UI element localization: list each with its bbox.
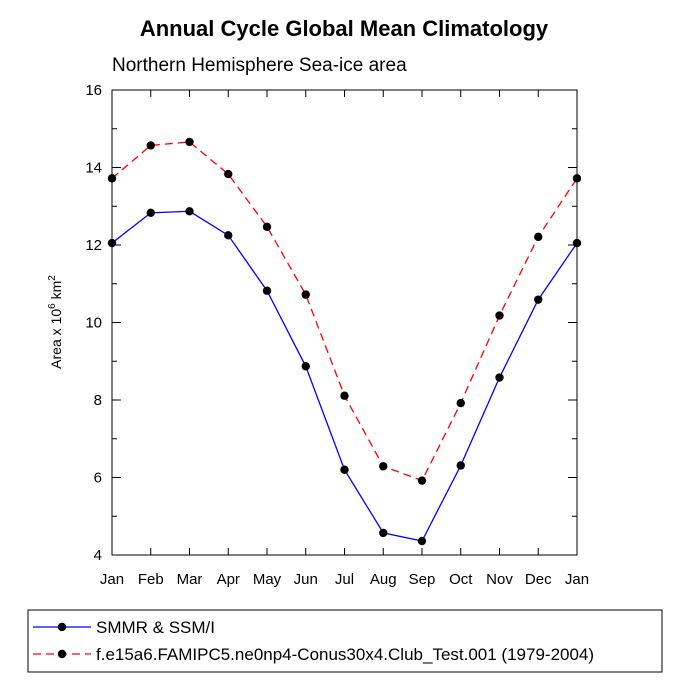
- y-tick-label: 10: [85, 315, 102, 332]
- x-tick-labels: Jan Feb Mar Apr May Jun Jul Aug Sep Oct Nov Dec Jan: [100, 571, 589, 588]
- series-0-point: [417, 536, 427, 546]
- series-line-0: [111, 210, 578, 542]
- series-0-point: [301, 362, 310, 371]
- series-0-point: [340, 465, 349, 474]
- axis-ticks: [111, 89, 578, 556]
- legend-label-0: SMMR & SSM/I: [96, 618, 215, 637]
- series-1-point: [417, 476, 427, 485]
- series-1-point: [340, 391, 349, 400]
- x-tick-label: Oct: [449, 571, 473, 588]
- chart-title: Annual Cycle Global Mean Climatology: [140, 16, 549, 41]
- series-1-point: [185, 137, 194, 147]
- series-0-point: [185, 207, 194, 216]
- x-tick-label: Apr: [217, 571, 240, 588]
- series-1-point: [456, 398, 465, 408]
- y-tick-label: 12: [85, 237, 102, 254]
- svg-text:Area x 106 km2: Area x 106 km2: [47, 275, 64, 369]
- series-0-point: [534, 295, 543, 304]
- y-tick-label: 6: [94, 470, 102, 487]
- series-0-point: [456, 461, 465, 470]
- y-axis-label-exp2: 2: [47, 275, 58, 281]
- series-1-point: [301, 290, 310, 299]
- legend-marker-1: [57, 649, 67, 659]
- series-1-point: [534, 232, 543, 242]
- series-0-point: [379, 528, 388, 538]
- series-layer: [107, 137, 582, 546]
- y-axis-label-mid: km: [48, 281, 64, 304]
- series-1-point: [224, 169, 233, 179]
- x-tick-label: Sep: [409, 571, 436, 588]
- x-tick-label: Dec: [525, 571, 552, 588]
- x-tick-label: Jan: [100, 571, 124, 588]
- y-tick-label: 4: [94, 547, 102, 564]
- series-0-point: [495, 373, 504, 382]
- x-tick-label: Jul: [335, 571, 354, 588]
- y-tick-labels: 4 6 8 10 12 14 16: [85, 82, 102, 564]
- x-tick-label: Feb: [138, 571, 164, 588]
- series-1-point: [262, 222, 272, 231]
- legend-box: [27, 609, 663, 673]
- x-tick-label: Jan: [565, 571, 589, 588]
- series-0-point: [146, 208, 155, 218]
- series-line-1: [111, 141, 578, 482]
- plot-frame: [111, 89, 578, 556]
- x-tick-label: Nov: [486, 571, 513, 588]
- series-1-point: [379, 462, 388, 471]
- y-axis-label: Area x 106 km2: [47, 275, 64, 369]
- legend: SMMR & SSM/I f.e15a6.FAMIPC5.ne0np4-Conus…: [27, 609, 663, 673]
- legend-label-1: f.e15a6.FAMIPC5.ne0np4-Conus30x4.Club_Te…: [96, 645, 594, 664]
- chart-subtitle: Northern Hemisphere Sea-ice area: [112, 55, 407, 76]
- x-tick-label: Jun: [294, 571, 318, 588]
- y-axis-label-base: Area x 10: [48, 309, 64, 369]
- legend-marker-0: [57, 622, 67, 632]
- y-tick-label: 14: [85, 160, 102, 177]
- series-0-point: [224, 231, 233, 240]
- x-tick-label: Aug: [370, 571, 397, 588]
- y-axis-label-exp1: 6: [47, 303, 58, 309]
- x-tick-label: Mar: [177, 571, 203, 588]
- series-0-point: [262, 286, 272, 295]
- x-tick-label: May: [253, 571, 282, 588]
- y-tick-label: 16: [85, 82, 102, 99]
- series-1-point: [495, 311, 504, 320]
- series-1-point: [146, 141, 155, 150]
- y-tick-label: 8: [94, 392, 102, 409]
